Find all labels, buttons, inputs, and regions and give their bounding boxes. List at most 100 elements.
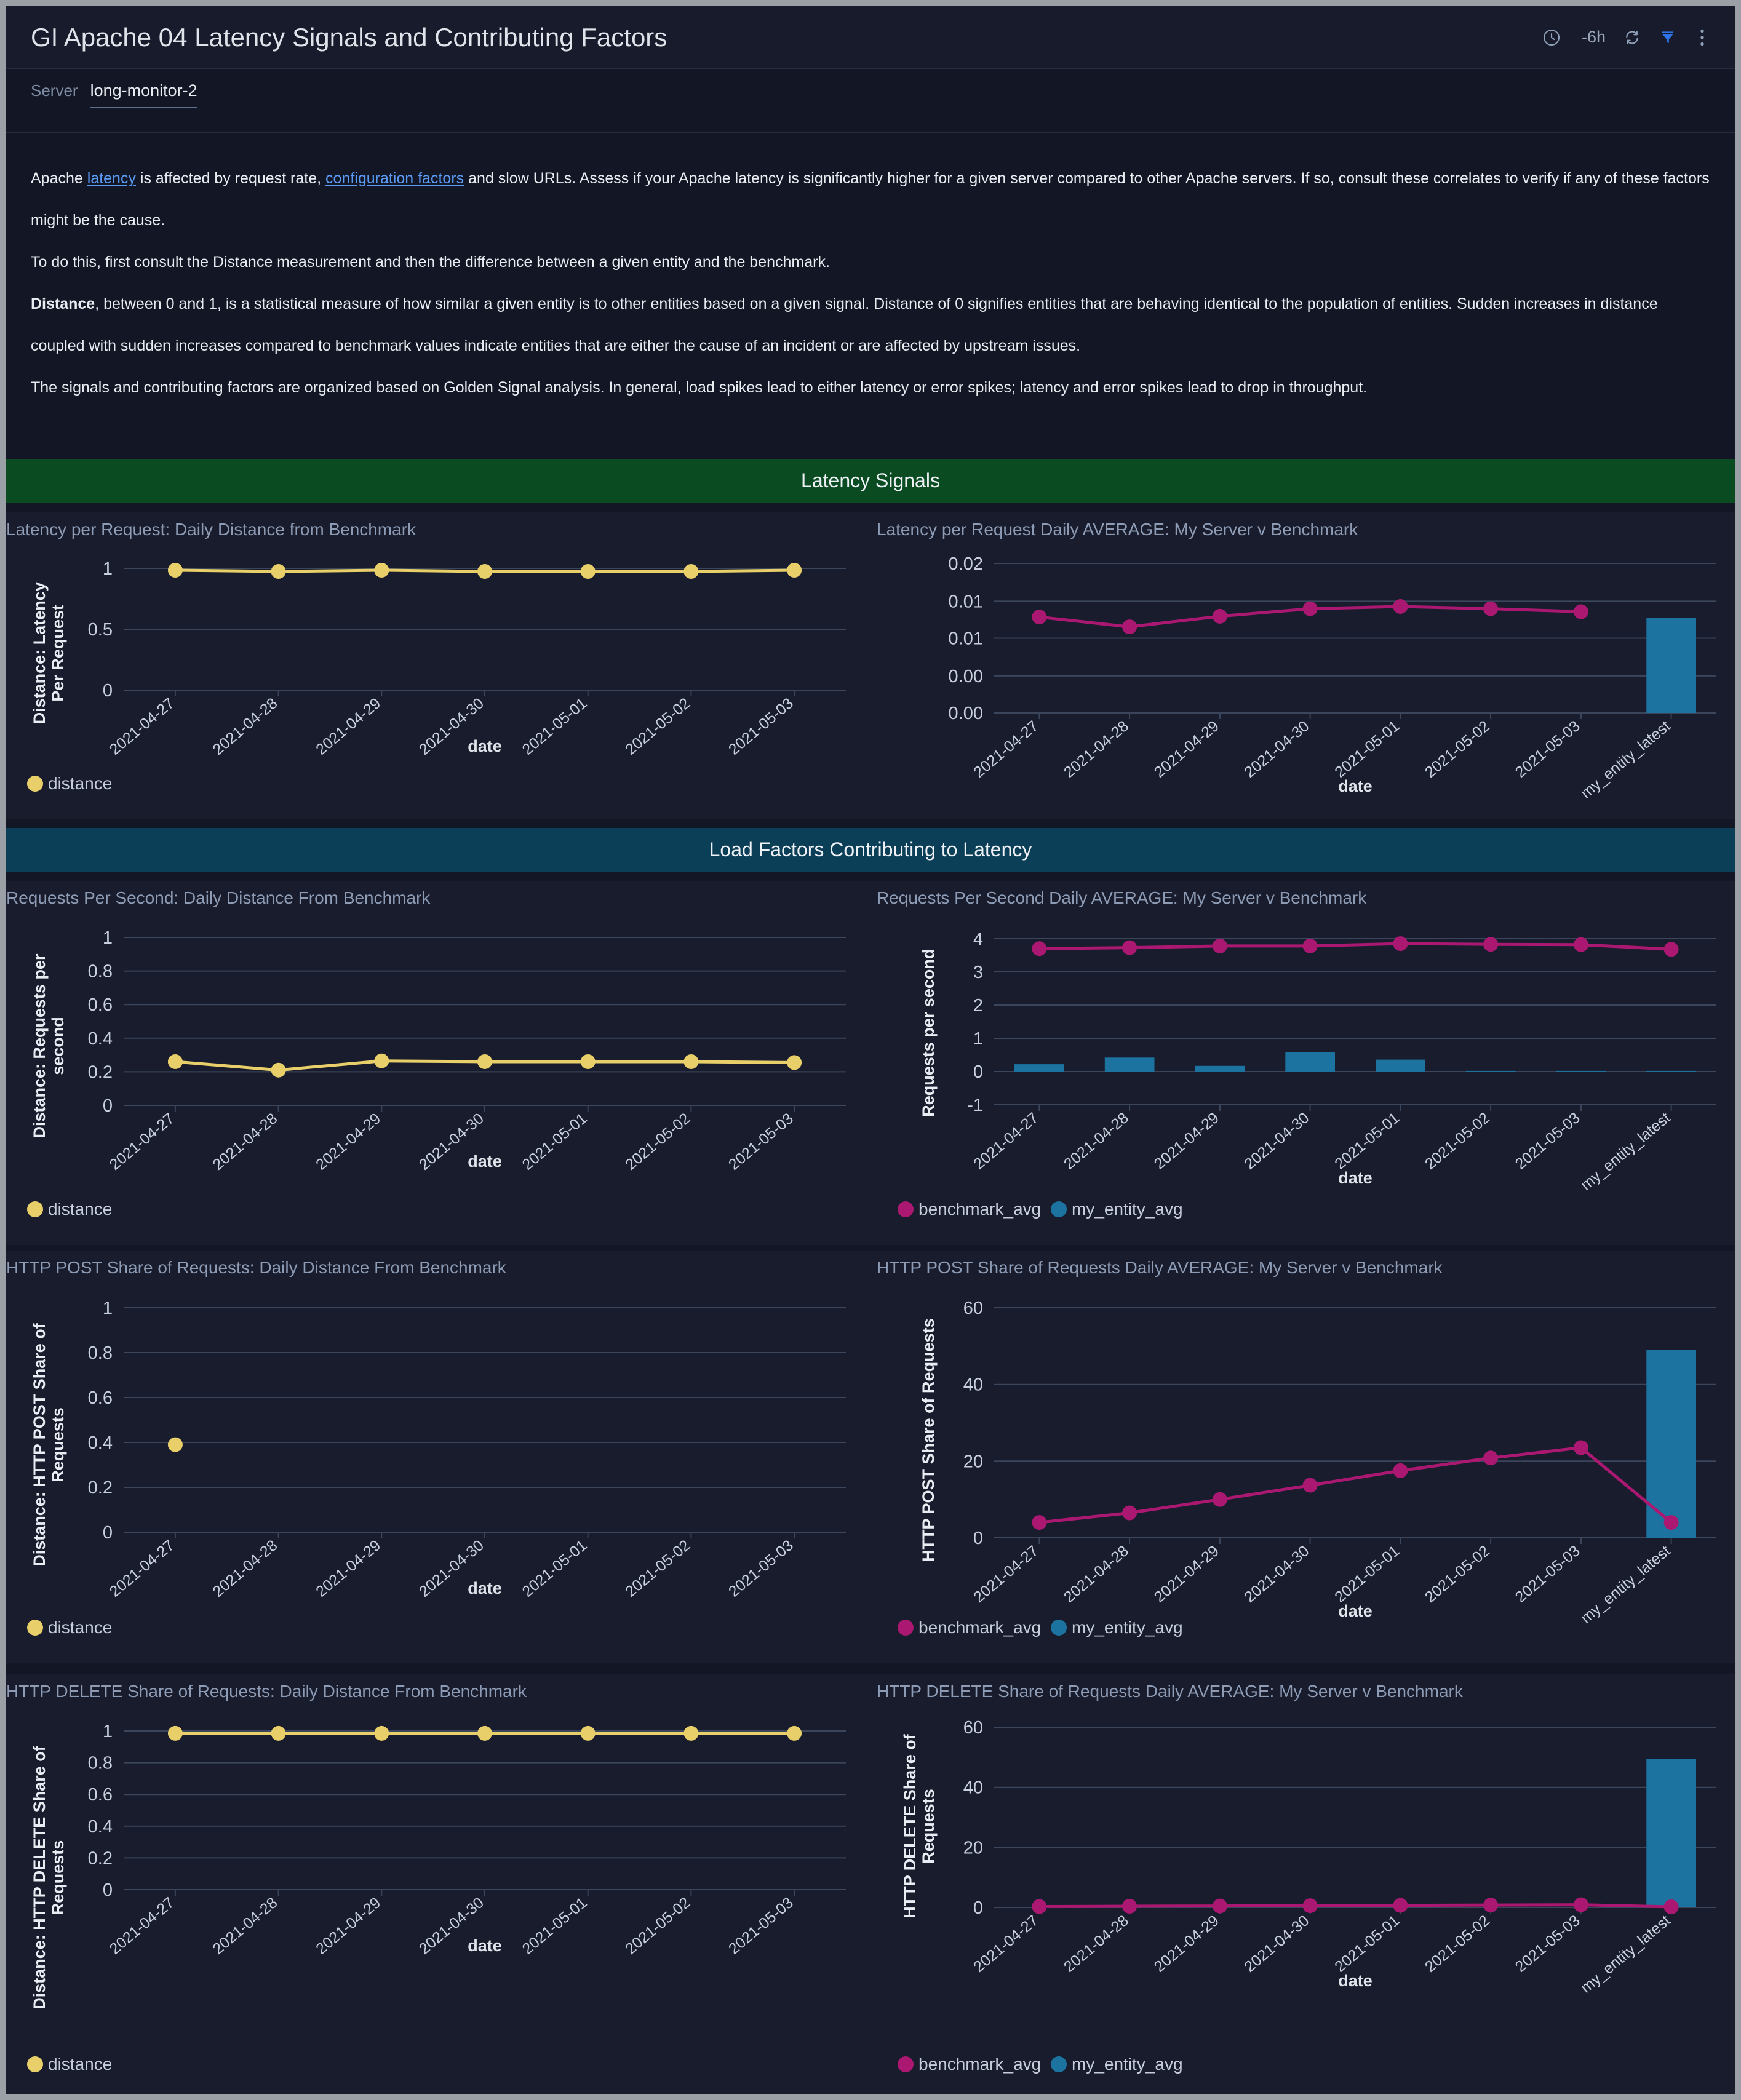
svg-text:2021-04-27: 2021-04-27 <box>970 1912 1042 1976</box>
svg-text:my_entity_latest: my_entity_latest <box>1577 1912 1673 1997</box>
svg-text:2021-04-30: 2021-04-30 <box>1241 1912 1312 1976</box>
svg-text:2021-05-02: 2021-05-02 <box>1422 1109 1493 1173</box>
svg-text:2021-04-27: 2021-04-27 <box>106 1110 178 1174</box>
svg-text:Latency per Request: Daily Dis: Latency per Request: Daily Distance from… <box>6 520 416 539</box>
svg-text:Per Request: Per Request <box>49 605 67 702</box>
svg-text:0.2: 0.2 <box>88 1848 113 1868</box>
svg-text:second: second <box>49 1017 67 1075</box>
svg-text:my_entity_latest: my_entity_latest <box>1577 1109 1673 1194</box>
svg-text:HTTP DELETE Share of Requests:: HTTP DELETE Share of Requests: Daily Dis… <box>6 1682 527 1701</box>
svg-text:date: date <box>468 737 502 755</box>
svg-text:0.01: 0.01 <box>949 629 983 649</box>
svg-text:2021-05-03: 2021-05-03 <box>725 1894 797 1958</box>
svg-text:Requests Per Second Daily AVER: Requests Per Second Daily AVERAGE: My Se… <box>877 888 1367 907</box>
svg-text:distance: distance <box>48 1199 112 1219</box>
svg-text:20: 20 <box>963 1452 983 1471</box>
svg-text:2021-05-02: 2021-05-02 <box>622 694 693 758</box>
svg-text:2021-05-02: 2021-05-02 <box>622 1894 693 1958</box>
svg-text:Requests Per Second: Daily Dis: Requests Per Second: Daily Distance From… <box>6 888 431 907</box>
svg-text:2021-04-28: 2021-04-28 <box>1061 1912 1132 1976</box>
svg-text:2021-05-02: 2021-05-02 <box>1422 1542 1493 1606</box>
svg-text:1: 1 <box>103 1299 113 1318</box>
svg-text:Distance: Requests per: Distance: Requests per <box>30 953 49 1139</box>
svg-text:0.8: 0.8 <box>88 1754 113 1773</box>
svg-text:date: date <box>1338 1602 1372 1620</box>
svg-text:3: 3 <box>973 963 983 982</box>
svg-text:2021-04-29: 2021-04-29 <box>1151 1912 1222 1976</box>
svg-text:0.01: 0.01 <box>949 592 983 611</box>
svg-text:0: 0 <box>973 1898 983 1918</box>
svg-text:Distance: Latency: Distance: Latency <box>30 582 49 724</box>
svg-text:2021-05-03: 2021-05-03 <box>725 694 797 758</box>
svg-text:2021-04-27: 2021-04-27 <box>106 1894 178 1958</box>
svg-text:2021-05-02: 2021-05-02 <box>622 1110 693 1174</box>
svg-text:HTTP POST Share of Requests: D: HTTP POST Share of Requests: Daily Dista… <box>6 1258 507 1277</box>
svg-text:0: 0 <box>103 1880 113 1900</box>
svg-text:2021-05-01: 2021-05-01 <box>519 1537 591 1601</box>
svg-text:2021-04-27: 2021-04-27 <box>970 1109 1042 1173</box>
svg-text:20: 20 <box>963 1838 983 1858</box>
svg-text:date: date <box>1338 1971 1372 1990</box>
svg-text:2: 2 <box>973 996 983 1016</box>
svg-text:0.4: 0.4 <box>88 1817 113 1837</box>
svg-text:0.6: 0.6 <box>88 1388 113 1408</box>
svg-text:2021-04-27: 2021-04-27 <box>970 717 1042 781</box>
svg-text:2021-05-01: 2021-05-01 <box>519 1110 591 1174</box>
svg-text:2021-04-30: 2021-04-30 <box>1241 717 1312 781</box>
svg-text:2021-05-02: 2021-05-02 <box>622 1537 693 1601</box>
svg-text:Requests per second: Requests per second <box>919 949 938 1117</box>
svg-text:0.02: 0.02 <box>949 554 983 574</box>
svg-text:distance: distance <box>48 2054 112 2074</box>
svg-text:date: date <box>1338 1169 1372 1187</box>
svg-text:60: 60 <box>963 1718 983 1738</box>
svg-text:2021-04-28: 2021-04-28 <box>1061 1542 1132 1606</box>
svg-text:1: 1 <box>103 928 113 948</box>
svg-text:2021-04-28: 2021-04-28 <box>209 1894 281 1958</box>
svg-text:date: date <box>468 1152 502 1171</box>
svg-text:0.6: 0.6 <box>88 1785 113 1805</box>
svg-text:-1: -1 <box>967 1096 983 1115</box>
svg-text:2021-04-28: 2021-04-28 <box>209 694 281 758</box>
svg-text:1: 1 <box>103 1722 113 1741</box>
svg-text:2021-04-27: 2021-04-27 <box>970 1542 1042 1606</box>
svg-text:date: date <box>468 1936 502 1955</box>
svg-text:2021-04-29: 2021-04-29 <box>313 1110 384 1174</box>
svg-text:0.4: 0.4 <box>88 1433 113 1453</box>
svg-text:date: date <box>1338 777 1372 795</box>
svg-text:2021-05-01: 2021-05-01 <box>519 694 591 758</box>
svg-text:my_entity_avg: my_entity_avg <box>1072 2054 1183 2074</box>
svg-text:0.8: 0.8 <box>88 1343 113 1363</box>
svg-text:0.4: 0.4 <box>88 1029 113 1049</box>
svg-text:2021-05-02: 2021-05-02 <box>1422 717 1493 781</box>
svg-text:0.8: 0.8 <box>88 962 113 982</box>
svg-text:HTTP POST Share of Requests Da: HTTP POST Share of Requests Daily AVERAG… <box>877 1258 1443 1277</box>
svg-text:Requests: Requests <box>49 1840 67 1915</box>
svg-text:my_entity_latest: my_entity_latest <box>1577 1542 1673 1627</box>
svg-text:2021-05-03: 2021-05-03 <box>1512 1109 1584 1173</box>
svg-text:2021-04-27: 2021-04-27 <box>106 1537 178 1601</box>
svg-text:distance: distance <box>48 1618 112 1637</box>
svg-text:1: 1 <box>103 559 113 579</box>
svg-text:1: 1 <box>973 1029 983 1049</box>
svg-text:0: 0 <box>103 1096 113 1116</box>
svg-text:HTTP POST Share of Requests: HTTP POST Share of Requests <box>919 1318 938 1562</box>
svg-text:date: date <box>468 1579 502 1597</box>
svg-text:2021-05-01: 2021-05-01 <box>1331 1109 1403 1173</box>
svg-text:2021-05-01: 2021-05-01 <box>1331 1912 1403 1976</box>
svg-text:2021-04-29: 2021-04-29 <box>313 694 384 758</box>
svg-text:40: 40 <box>963 1375 983 1395</box>
svg-text:Requests: Requests <box>49 1407 67 1482</box>
svg-text:2021-04-28: 2021-04-28 <box>1061 717 1132 781</box>
svg-text:2021-05-03: 2021-05-03 <box>1512 717 1584 781</box>
svg-text:2021-05-03: 2021-05-03 <box>725 1537 797 1601</box>
svg-text:2021-04-29: 2021-04-29 <box>1151 1109 1222 1173</box>
svg-text:my_entity_latest: my_entity_latest <box>1577 717 1673 802</box>
svg-text:60: 60 <box>963 1299 983 1318</box>
svg-text:0.5: 0.5 <box>88 620 113 640</box>
svg-text:distance: distance <box>48 774 112 793</box>
svg-text:2021-05-01: 2021-05-01 <box>1331 717 1403 781</box>
svg-text:2021-05-03: 2021-05-03 <box>725 1110 797 1174</box>
svg-text:0.2: 0.2 <box>88 1478 113 1498</box>
svg-text:2021-04-28: 2021-04-28 <box>209 1110 281 1174</box>
svg-text:0: 0 <box>973 1062 983 1082</box>
